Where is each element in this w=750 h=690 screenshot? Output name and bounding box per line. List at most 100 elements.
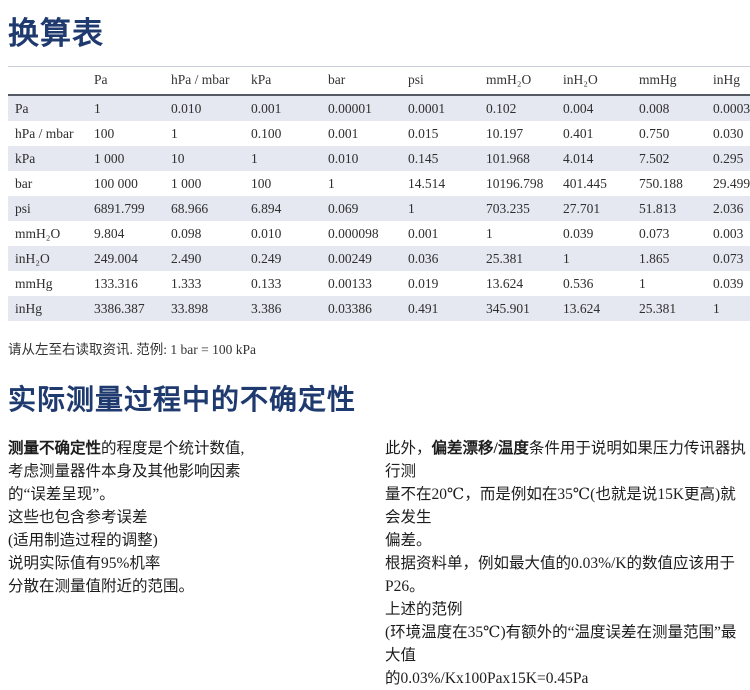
table-cell: 0.073 [639,226,670,241]
table-cell: 1.865 [639,251,670,266]
text-line: 偏差。 [385,532,432,549]
text-line: 考虑测量器件本身及其他影响因素 [8,463,241,480]
column-header: mmH₂O [486,66,563,96]
table-cell: 0.249 [251,251,282,266]
bold-term: 测量不确定性 [8,440,102,457]
text-line: 测量不确定性的程度是个统计数值, [8,440,245,457]
text-line: (适用制造过程的调整) [8,532,158,549]
table-cell: 401.445 [563,176,607,191]
column-header: inHg [713,66,750,96]
table-cell: 9.804 [94,226,125,241]
table-cell: 0.00133 [328,276,372,291]
table-cell: 25.381 [486,251,524,266]
table-cell: 0.0003 [713,101,750,116]
table-row: psi 6891.799 68.966 6.894 0.069 1 703.235 27.70… [8,196,750,221]
text-line: 这些也包含参考误差 [8,509,148,526]
table-cell: 0.001 [328,126,359,141]
table-cell: 0.100 [251,126,282,141]
column-header: inH₂O [563,66,639,96]
column-header: kPa [251,66,328,96]
table-cell: 0.401 [563,126,594,141]
table-cell: 7.502 [639,151,670,166]
row-label: inHg [15,301,42,316]
table-cell: 703.235 [486,201,530,216]
table-cell: 0.015 [408,126,439,141]
table-cell: 0.145 [408,151,439,166]
section-title: 实际测量过程中的不确定性 [8,385,357,416]
table-row: hPa / mbar 100 1 0.100 0.001 0.015 10.197 0.401… [8,121,750,146]
table-header-row: Pa hPa / mbar kPa bar psi mmH₂O inH₂O mmHg inHg [8,66,750,96]
left-text-column: 测量不确定性的程度是个统计数值, 考虑测量器件本身及其他影响因素 的“误差呈现”… [8,437,385,690]
table-cell: 0.491 [408,301,439,316]
two-column-text: 测量不确定性的程度是个统计数值, 考虑测量器件本身及其他影响因素 的“误差呈现”… [8,437,750,690]
table-cell: 1 [639,276,646,291]
table-cell: 0.001 [408,226,439,241]
text-line: (环境温度在35℃)有额外的“温度误差在测量范围”最大值 [385,624,737,664]
table-cell: 0.010 [251,226,282,241]
conversion-table: Pa hPa / mbar kPa bar psi mmH₂O inH₂O mmHg inHg … [8,66,750,321]
table-cell: 2.036 [713,201,744,216]
table-cell: 6.894 [251,201,282,216]
right-text-column: 此外，偏差漂移/温度条件用于说明如果压力传讯器执行测 量不在20℃，而是例如在3… [385,437,750,690]
table-row: bar 100 000 1 000 100 1 14.514 10196.798 401.44… [8,171,750,196]
table-cell: 1 000 [171,176,202,191]
table-cell: 13.624 [563,301,601,316]
table-cell: 3.386 [251,301,282,316]
table-cell: 29.499 [713,176,750,191]
row-label: hPa / mbar [15,126,74,141]
column-header: hPa / mbar [171,66,251,96]
table-cell: 13.624 [486,276,524,291]
table-cell: 0.133 [251,276,282,291]
table-cell: 101.968 [486,151,530,166]
table-cell: 25.381 [639,301,677,316]
text-line: 此外，偏差漂移/温度条件用于说明如果压力传讯器执行测 [385,440,746,480]
bold-term: 偏差漂移/温度 [431,440,529,457]
row-label: mmHg [15,276,53,291]
table-cell: 100 000 [94,176,138,191]
table-cell: 6891.799 [94,201,145,216]
table-cell: 27.701 [563,201,601,216]
table-cell: 1 [328,176,335,191]
table-cell: 51.813 [639,201,677,216]
table-cell: 0.00001 [328,101,372,116]
table-cell: 0.295 [713,151,744,166]
table-cell: 0.010 [171,101,202,116]
table-row: inHg 3386.387 33.898 3.386 0.03386 0.491 345.9… [8,296,750,321]
table-cell: 3386.387 [94,301,145,316]
table-row: inH₂O 249.004 2.490 0.249 0.00249 0.036 25.381… [8,246,750,271]
table-cell: 0.098 [171,226,202,241]
table-cell: 2.490 [171,251,202,266]
table-cell: 14.514 [408,176,446,191]
table-cell: 1 [94,101,101,116]
table-cell: 4.014 [563,151,594,166]
table-cell: 33.898 [171,301,209,316]
column-header: psi [408,66,486,96]
table-cell: 0.0001 [408,101,446,116]
table-cell: 1 [713,301,720,316]
table-cell: 0.010 [328,151,359,166]
table-cell: 0.536 [563,276,594,291]
table-body: Pa 1 0.010 0.001 0.00001 0.0001 0.102 0.004 0.00… [8,95,750,321]
table-cell: 10196.798 [486,176,544,191]
table-cell: 1 [408,201,415,216]
table-cell: 0.102 [486,101,517,116]
table-cell: 0.069 [328,201,359,216]
table-cell: 100 [251,176,272,191]
table-cell: 1 [486,226,493,241]
table-cell: 0.019 [408,276,439,291]
row-label: inH₂O [15,251,50,266]
text-line: 上述的范例 [385,601,463,618]
table-cell: 1 [563,251,570,266]
table-cell: 1 [171,126,178,141]
row-label: psi [15,201,31,216]
table-cell: 0.03386 [328,301,372,316]
column-header: bar [328,66,408,96]
table-cell: 68.966 [171,201,209,216]
table-cell: 249.004 [94,251,138,266]
table-cell: 0.750 [639,126,670,141]
table-row: mmH₂O 9.804 0.098 0.010 0.000098 0.001 1 0.039 0… [8,221,750,246]
table-row: Pa 1 0.010 0.001 0.00001 0.0001 0.102 0.004 0.00… [8,95,750,121]
table-row: kPa 1 000 10 1 0.010 0.145 101.968 4.014 7.502 0.… [8,146,750,171]
table-cell: 1 000 [94,151,125,166]
